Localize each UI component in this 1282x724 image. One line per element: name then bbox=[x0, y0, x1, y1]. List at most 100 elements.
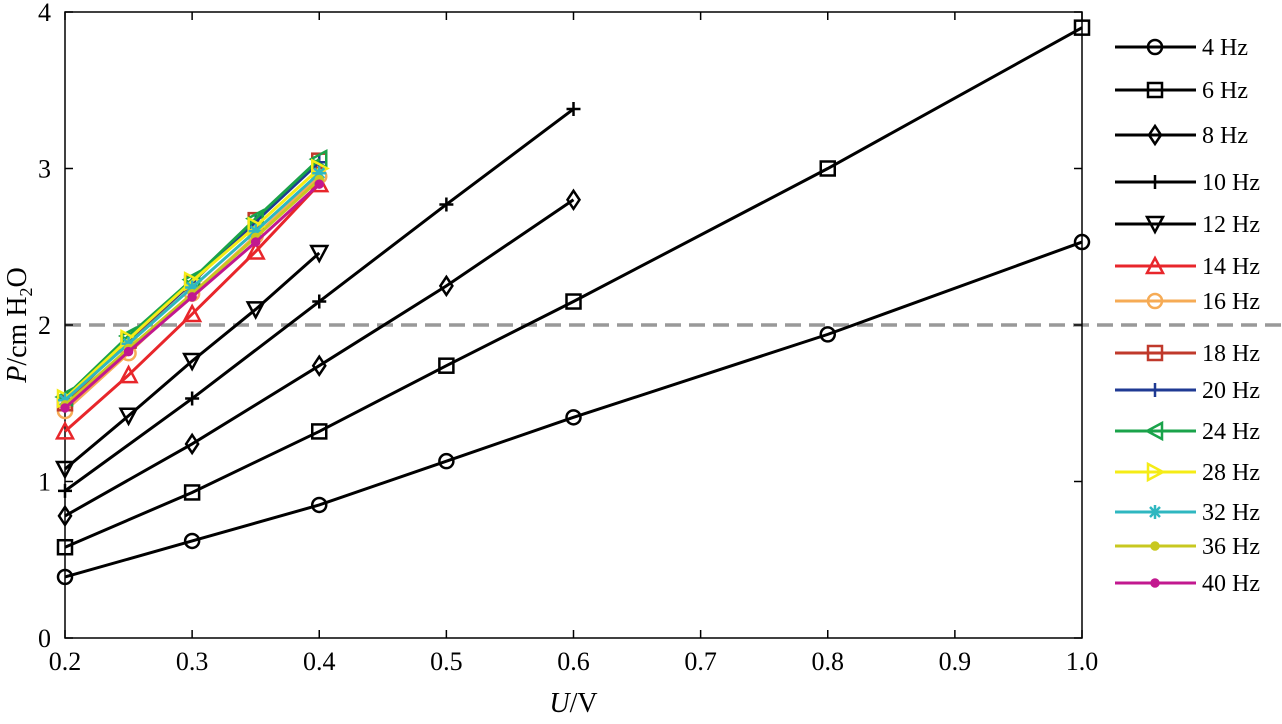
series-line bbox=[64, 240, 1083, 579]
data-point bbox=[185, 280, 200, 295]
data-point bbox=[565, 188, 582, 212]
data-point bbox=[58, 483, 72, 498]
data-point bbox=[54, 460, 76, 480]
data-point bbox=[311, 423, 328, 440]
data-point bbox=[123, 346, 134, 357]
legend-item: 36 Hz bbox=[1115, 534, 1260, 560]
data-point bbox=[57, 504, 73, 528]
legend-marker bbox=[1147, 123, 1163, 147]
data-point bbox=[245, 301, 266, 321]
series-line bbox=[64, 251, 321, 471]
series-6-hz bbox=[56, 19, 1091, 556]
y-tick-label: 3 bbox=[38, 155, 51, 184]
data-point bbox=[187, 292, 197, 302]
data-point bbox=[184, 432, 200, 456]
x-tick-label: 0.2 bbox=[49, 647, 82, 676]
y-tick-label: 0 bbox=[38, 624, 51, 653]
legend-label: 4 Hz bbox=[1202, 35, 1248, 61]
series-40-hz bbox=[60, 179, 324, 413]
legend-item: 12 Hz bbox=[1115, 212, 1260, 238]
legend-label: 6 Hz bbox=[1202, 78, 1248, 104]
data-point bbox=[183, 484, 201, 501]
x-tick-label: 0.4 bbox=[303, 647, 336, 676]
legend-item: 14 Hz bbox=[1115, 254, 1260, 280]
data-point bbox=[309, 244, 330, 264]
x-tick-label: 0.5 bbox=[430, 647, 463, 676]
data-point bbox=[183, 532, 201, 550]
data-point bbox=[311, 496, 328, 514]
data-point bbox=[1073, 19, 1091, 36]
legend-marker bbox=[1146, 292, 1164, 310]
data-point bbox=[312, 294, 327, 309]
series-line bbox=[64, 26, 1083, 549]
legend-item: 28 Hz bbox=[1115, 460, 1260, 486]
series-group bbox=[54, 19, 1091, 586]
legend-marker bbox=[1148, 175, 1162, 189]
x-tick-label: 0.9 bbox=[939, 647, 972, 676]
data-point bbox=[250, 237, 261, 247]
legend-marker bbox=[1146, 81, 1164, 99]
y-axis-label: P/cm H2O bbox=[2, 267, 36, 384]
y-tick-label: 2 bbox=[38, 311, 51, 340]
legend-marker bbox=[1150, 541, 1160, 551]
legend-item: 6 Hz bbox=[1115, 78, 1248, 104]
data-point bbox=[438, 274, 454, 298]
data-point bbox=[1073, 233, 1091, 251]
data-point bbox=[438, 357, 455, 374]
legend-item: 8 Hz bbox=[1115, 123, 1248, 149]
legend-marker bbox=[1144, 420, 1164, 442]
legend-label: 24 Hz bbox=[1202, 419, 1260, 445]
y-tick-label: 4 bbox=[38, 0, 51, 27]
data-point bbox=[182, 352, 203, 372]
x-tick-label: 0.3 bbox=[176, 647, 209, 676]
x-tick-label: 0.8 bbox=[812, 647, 845, 676]
legend-item: 16 Hz bbox=[1115, 289, 1260, 315]
data-point bbox=[248, 224, 263, 239]
legend-label: 20 Hz bbox=[1202, 378, 1260, 404]
legend-label: 16 Hz bbox=[1202, 289, 1260, 315]
legend-marker bbox=[1144, 215, 1166, 235]
legend-label: 12 Hz bbox=[1202, 212, 1260, 238]
data-point bbox=[245, 240, 266, 260]
data-point bbox=[819, 326, 836, 343]
data-point bbox=[182, 303, 203, 323]
legend-label: 8 Hz bbox=[1202, 123, 1248, 149]
data-point bbox=[566, 102, 581, 117]
series-line bbox=[64, 183, 321, 433]
legend-label: 18 Hz bbox=[1202, 341, 1260, 367]
legend-item: 18 Hz bbox=[1115, 341, 1260, 367]
legend-label: 36 Hz bbox=[1202, 534, 1260, 560]
x-tick-label: 1.0 bbox=[1066, 647, 1099, 676]
legend-item: 20 Hz bbox=[1115, 378, 1260, 404]
legend-marker bbox=[1148, 383, 1162, 397]
series-10-hz bbox=[58, 102, 581, 498]
x-tick-label: 0.6 bbox=[557, 647, 590, 676]
legend-marker bbox=[1148, 505, 1162, 519]
series-14-hz bbox=[54, 173, 330, 440]
data-point bbox=[56, 538, 74, 556]
series-4-hz bbox=[56, 233, 1091, 586]
legend-label: 32 Hz bbox=[1202, 500, 1260, 526]
legend-label: 14 Hz bbox=[1202, 254, 1260, 280]
legend: 4 Hz 6 Hz 8 Hz 10 Hz 12 Hz 14 Hz 16 Hz 18 Hz 20 … bbox=[1115, 35, 1260, 597]
data-point bbox=[60, 403, 70, 413]
legend-label: 40 Hz bbox=[1202, 571, 1260, 597]
series-line bbox=[64, 198, 575, 518]
x-tick-label: 0.7 bbox=[684, 647, 717, 676]
data-point bbox=[314, 179, 324, 189]
series-8-hz bbox=[57, 188, 582, 528]
legend-label: 28 Hz bbox=[1202, 460, 1260, 486]
axes-group: 0.2 0.3 0.4 0.5 0.6 0.7 0.8 0.9 1.0 0 1 2 3 4 U/V P/cm … bbox=[2, 0, 1098, 719]
data-point bbox=[439, 197, 454, 212]
data-point bbox=[565, 409, 582, 426]
data-point bbox=[819, 160, 836, 177]
legend-item: 40 Hz bbox=[1115, 571, 1260, 597]
data-point bbox=[311, 354, 327, 377]
legend-item: 24 Hz bbox=[1115, 419, 1260, 445]
legend-marker bbox=[1146, 461, 1166, 483]
data-point bbox=[118, 407, 139, 427]
legend-item: 10 Hz bbox=[1115, 170, 1260, 196]
legend-item: 32 Hz bbox=[1115, 500, 1260, 526]
